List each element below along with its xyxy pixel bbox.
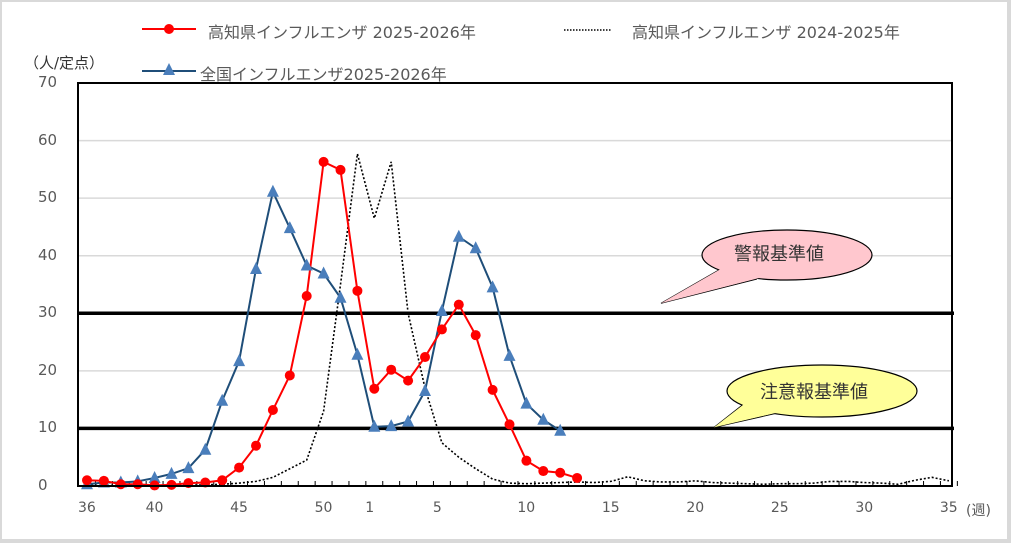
legend-circle-icon — [164, 24, 174, 34]
advisory-callout — [726, 364, 918, 418]
x-tick-label: 1 — [365, 500, 375, 516]
circle-marker — [284, 370, 295, 381]
circle-marker — [132, 479, 143, 490]
triangle-marker — [351, 347, 364, 360]
triangle-marker — [165, 466, 178, 479]
circle-marker — [521, 455, 532, 466]
y-tick-label: 30 — [38, 303, 58, 322]
series-kochi-2025-2026 — [86, 160, 578, 487]
triangle-marker — [385, 419, 398, 432]
circle-marker — [453, 299, 464, 310]
circle-marker — [352, 285, 363, 296]
series-national-2025-2026 — [86, 188, 561, 486]
triangle-marker — [419, 384, 431, 397]
triangle-marker — [368, 419, 381, 432]
circle-marker — [369, 383, 380, 394]
x-tick-label: 30 — [855, 500, 874, 516]
circle-marker — [98, 475, 109, 486]
circle-marker — [504, 419, 515, 430]
triangle-marker — [503, 348, 516, 361]
x-tick-label: 40 — [145, 500, 164, 516]
circle-marker — [555, 467, 566, 478]
circle-marker — [420, 352, 430, 363]
triangle-marker — [452, 229, 465, 242]
circle-marker — [82, 475, 92, 486]
circle-marker — [267, 405, 278, 416]
legend-triangle-icon — [163, 63, 175, 75]
y-axis-unit: （人/定点） — [24, 54, 105, 72]
triangle-marker — [148, 470, 161, 483]
circle-marker — [572, 472, 583, 483]
warning-callout-label: 警報基準値 — [734, 244, 824, 265]
plot-area-border — [77, 82, 953, 487]
triangle-marker — [402, 414, 415, 427]
x-tick-label: 5 — [432, 500, 442, 516]
triangle-marker — [520, 396, 533, 409]
x-tick-label: 15 — [601, 500, 620, 516]
circle-marker — [335, 164, 346, 175]
advisory-callout-label: 注意報基準値 — [760, 382, 868, 403]
y-tick-label: 20 — [38, 360, 58, 379]
triangle-marker — [182, 461, 195, 474]
triangle-marker — [199, 442, 212, 455]
x-tick-label: 20 — [686, 500, 705, 516]
y-tick-label: 50 — [38, 188, 58, 207]
circle-marker — [386, 364, 397, 375]
circle-marker — [251, 440, 261, 451]
y-tick-label: 60 — [38, 130, 58, 149]
triangle-marker — [300, 258, 313, 271]
x-tick-label: 50 — [314, 500, 333, 516]
series-kochi-2024-2025 — [87, 153, 950, 487]
y-tick-label: 40 — [38, 245, 58, 264]
x-tick-label: 35 — [939, 500, 958, 516]
circle-marker — [470, 330, 481, 341]
x-axis-unit: (週) — [966, 503, 991, 519]
circle-marker — [301, 291, 312, 302]
circle-marker — [166, 479, 177, 490]
y-tick-label: 0 — [38, 476, 48, 494]
triangle-marker — [469, 241, 482, 254]
triangle-marker — [334, 290, 347, 303]
x-tick-label: 25 — [770, 500, 789, 516]
circle-marker — [436, 324, 447, 335]
circle-marker — [318, 156, 329, 167]
triangle-marker — [216, 393, 229, 406]
triangle-marker — [283, 221, 296, 234]
circle-marker — [487, 384, 498, 395]
x-tick-label: 36 — [78, 500, 96, 516]
circle-marker — [538, 466, 549, 477]
circle-marker — [403, 375, 414, 386]
triangle-marker — [266, 184, 279, 197]
y-tick-label: 70 — [38, 73, 58, 91]
legend-kochi-2024-2025: 高知県インフルエンザ 2024-2025年 — [632, 23, 900, 42]
triangle-marker — [554, 423, 567, 436]
x-tick-label: 10 — [517, 500, 536, 516]
warning-callout — [701, 229, 873, 281]
circle-marker — [234, 462, 245, 473]
x-tick-label: 45 — [230, 500, 248, 516]
triangle-marker — [435, 303, 448, 316]
triangle-marker — [537, 412, 550, 425]
legend-kochi-2025-2026: 高知県インフルエンザ 2025-2026年 — [208, 23, 476, 42]
triangle-marker — [233, 354, 246, 367]
circle-marker — [115, 479, 126, 490]
legend-national-2025-2026: 全国インフルエンザ2025-2026年 — [200, 65, 447, 84]
triangle-marker — [486, 280, 499, 293]
triangle-marker — [317, 266, 330, 279]
circle-marker — [217, 475, 228, 486]
triangle-marker — [250, 261, 262, 274]
y-tick-label: 10 — [38, 418, 58, 437]
